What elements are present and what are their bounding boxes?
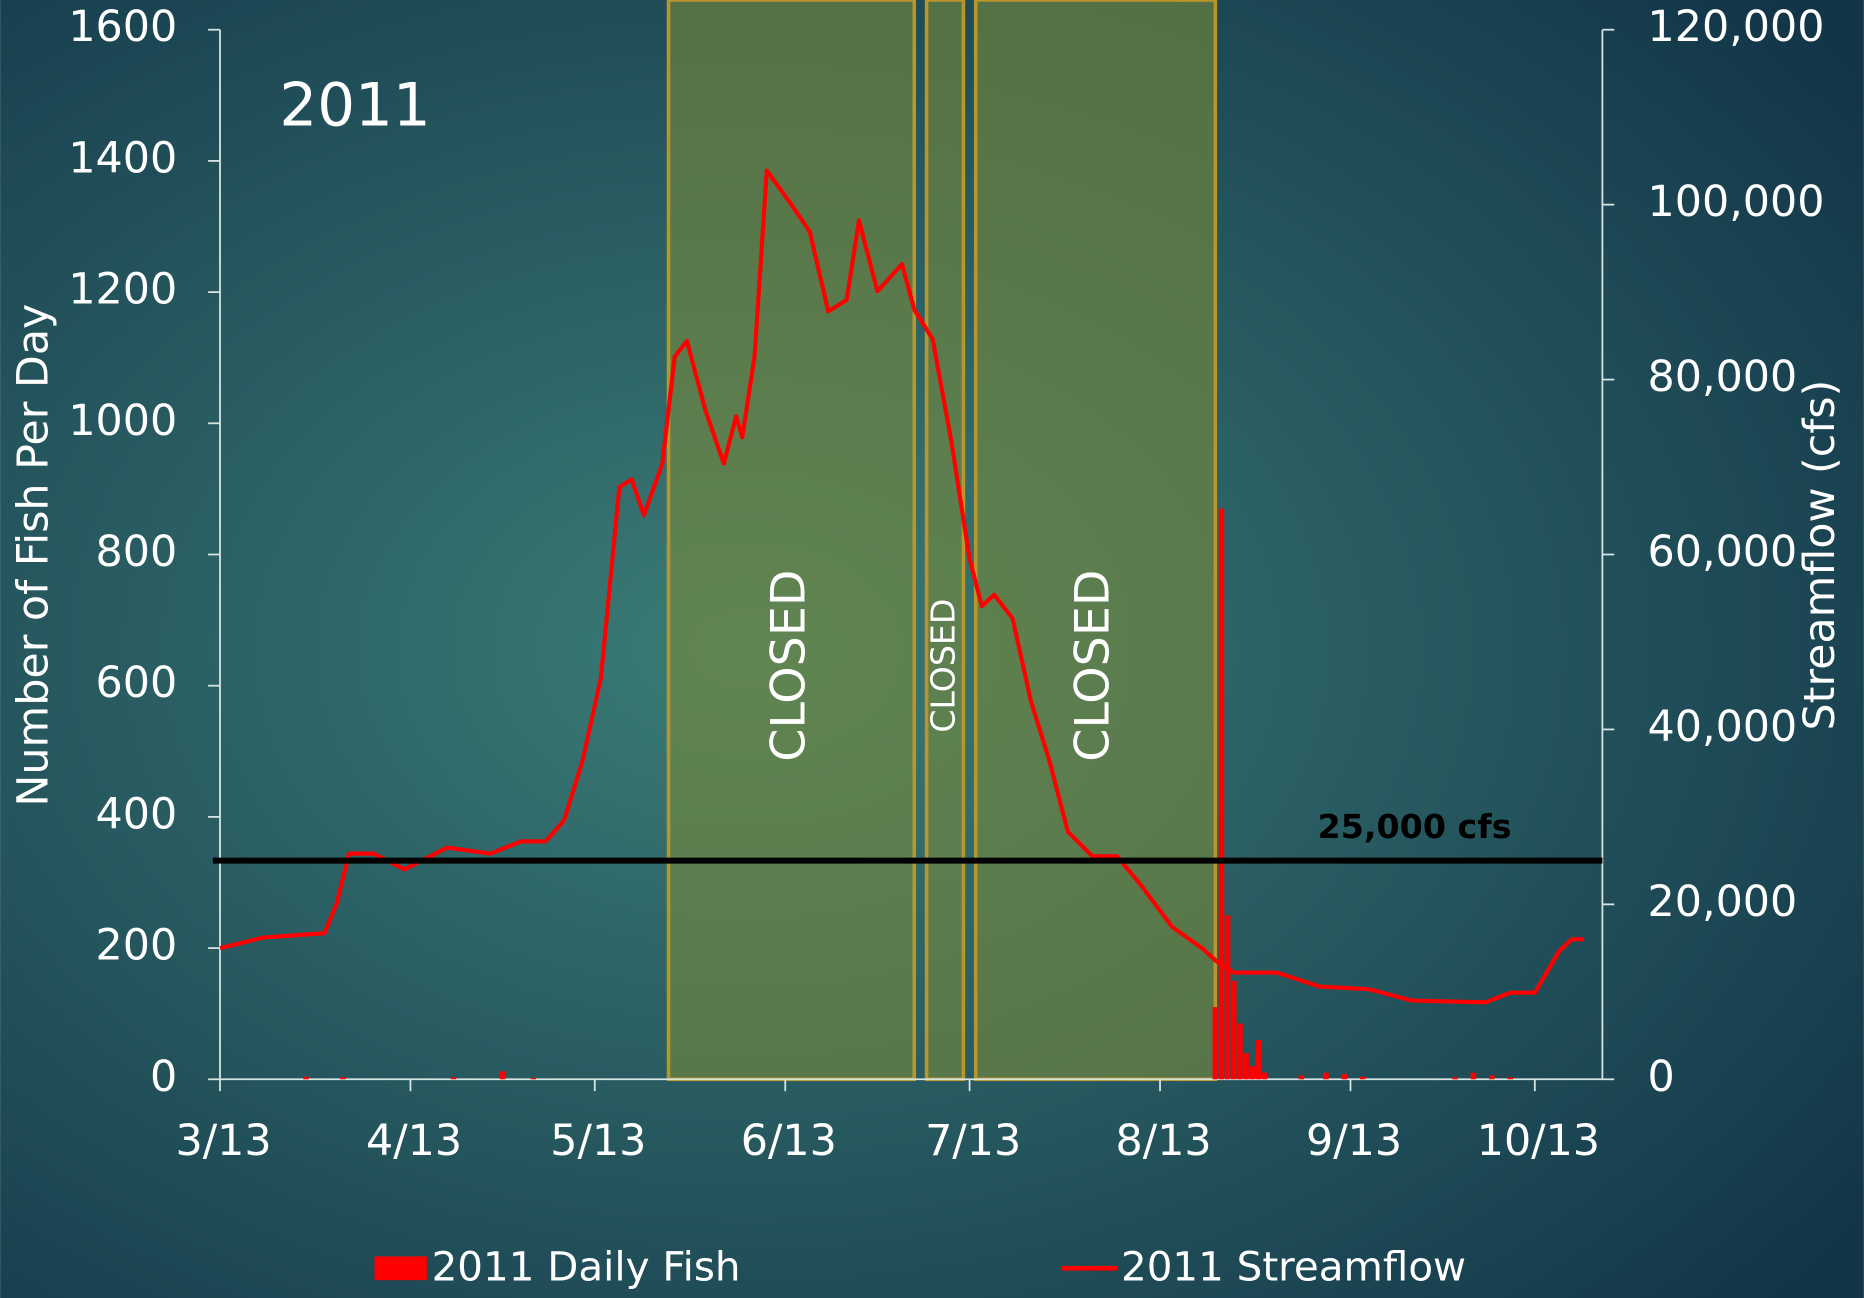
x-tick-label: 7/13 (925, 1116, 1021, 1166)
y-tick-label: 1000 (68, 396, 177, 446)
y2-tick-label: 120,000 (1648, 2, 1825, 52)
y-tick-label: 1400 (68, 133, 177, 183)
x-tick-label: 6/13 (741, 1116, 837, 1166)
fish-bar (1230, 980, 1237, 1080)
fish-bar (1341, 1074, 1348, 1080)
threshold-label: 25,000 cfs (1318, 807, 1512, 846)
fish-bar (1243, 1053, 1249, 1080)
fish-bar (1489, 1075, 1495, 1080)
fish-bar (1298, 1075, 1305, 1080)
fish-bar (303, 1076, 309, 1080)
fish-bar (1224, 915, 1231, 1080)
y-tick-label: 800 (96, 527, 178, 577)
y2-tick-label: 40,000 (1648, 702, 1798, 752)
fish-bar (530, 1077, 537, 1080)
closure-label: CLOSED (923, 599, 962, 733)
x-tick-label: 5/13 (550, 1116, 646, 1166)
y2-tick-label: 80,000 (1648, 352, 1798, 402)
y-tick-label: 400 (96, 789, 178, 839)
y-tick-label: 200 (96, 921, 178, 971)
legend-swatch (374, 1256, 427, 1281)
closure-zone (666, 0, 917, 1082)
x-tick-label: 3/13 (176, 1116, 272, 1166)
closure-label: CLOSED (761, 570, 816, 762)
y-axis-label: Number of Fish Per Day (8, 304, 58, 807)
closure-zone (973, 0, 1218, 1082)
streamflow-line (219, 168, 1584, 1005)
fish-bar (1237, 1023, 1243, 1080)
fish-bar (1507, 1077, 1514, 1080)
fish-bar (1249, 1066, 1255, 1080)
fish-bar (1323, 1072, 1329, 1080)
fish-bar (1452, 1077, 1458, 1080)
fish-bar (1212, 1007, 1219, 1080)
fish-bar (1360, 1076, 1366, 1080)
y-tick-label: 1200 (68, 265, 177, 315)
x-tick-label: 10/13 (1477, 1116, 1600, 1166)
y-tick-label: 0 (150, 1052, 177, 1102)
fish-bar (1261, 1072, 1268, 1080)
y-tick-label: 1600 (68, 2, 177, 52)
closure-zone (924, 0, 966, 1082)
fish-bar (1218, 508, 1225, 1080)
closure-label: CLOSED (1066, 570, 1121, 762)
y2-tick-label: 20,000 (1648, 877, 1798, 927)
y2-tick-label: 60,000 (1648, 527, 1798, 577)
y2-axis-label: Streamflow (cfs) (1795, 380, 1845, 731)
legend-label: 2011 Daily Fish (432, 1242, 741, 1290)
y2-tick-label: 0 (1648, 1052, 1675, 1102)
legend-label: 2011 Streamflow (1121, 1242, 1466, 1290)
fish-bar (340, 1077, 346, 1080)
fish-bar (450, 1077, 457, 1080)
x-tick-label: 9/13 (1306, 1116, 1402, 1166)
x-tick-label: 8/13 (1116, 1116, 1212, 1166)
fish-bar (1470, 1072, 1477, 1080)
annotation: 2011 (279, 71, 430, 140)
fish-bar (499, 1071, 506, 1080)
y-tick-label: 600 (96, 658, 178, 708)
x-tick-label: 4/13 (366, 1116, 462, 1166)
y2-tick-label: 100,000 (1648, 177, 1825, 227)
fish-bar (1255, 1039, 1262, 1080)
